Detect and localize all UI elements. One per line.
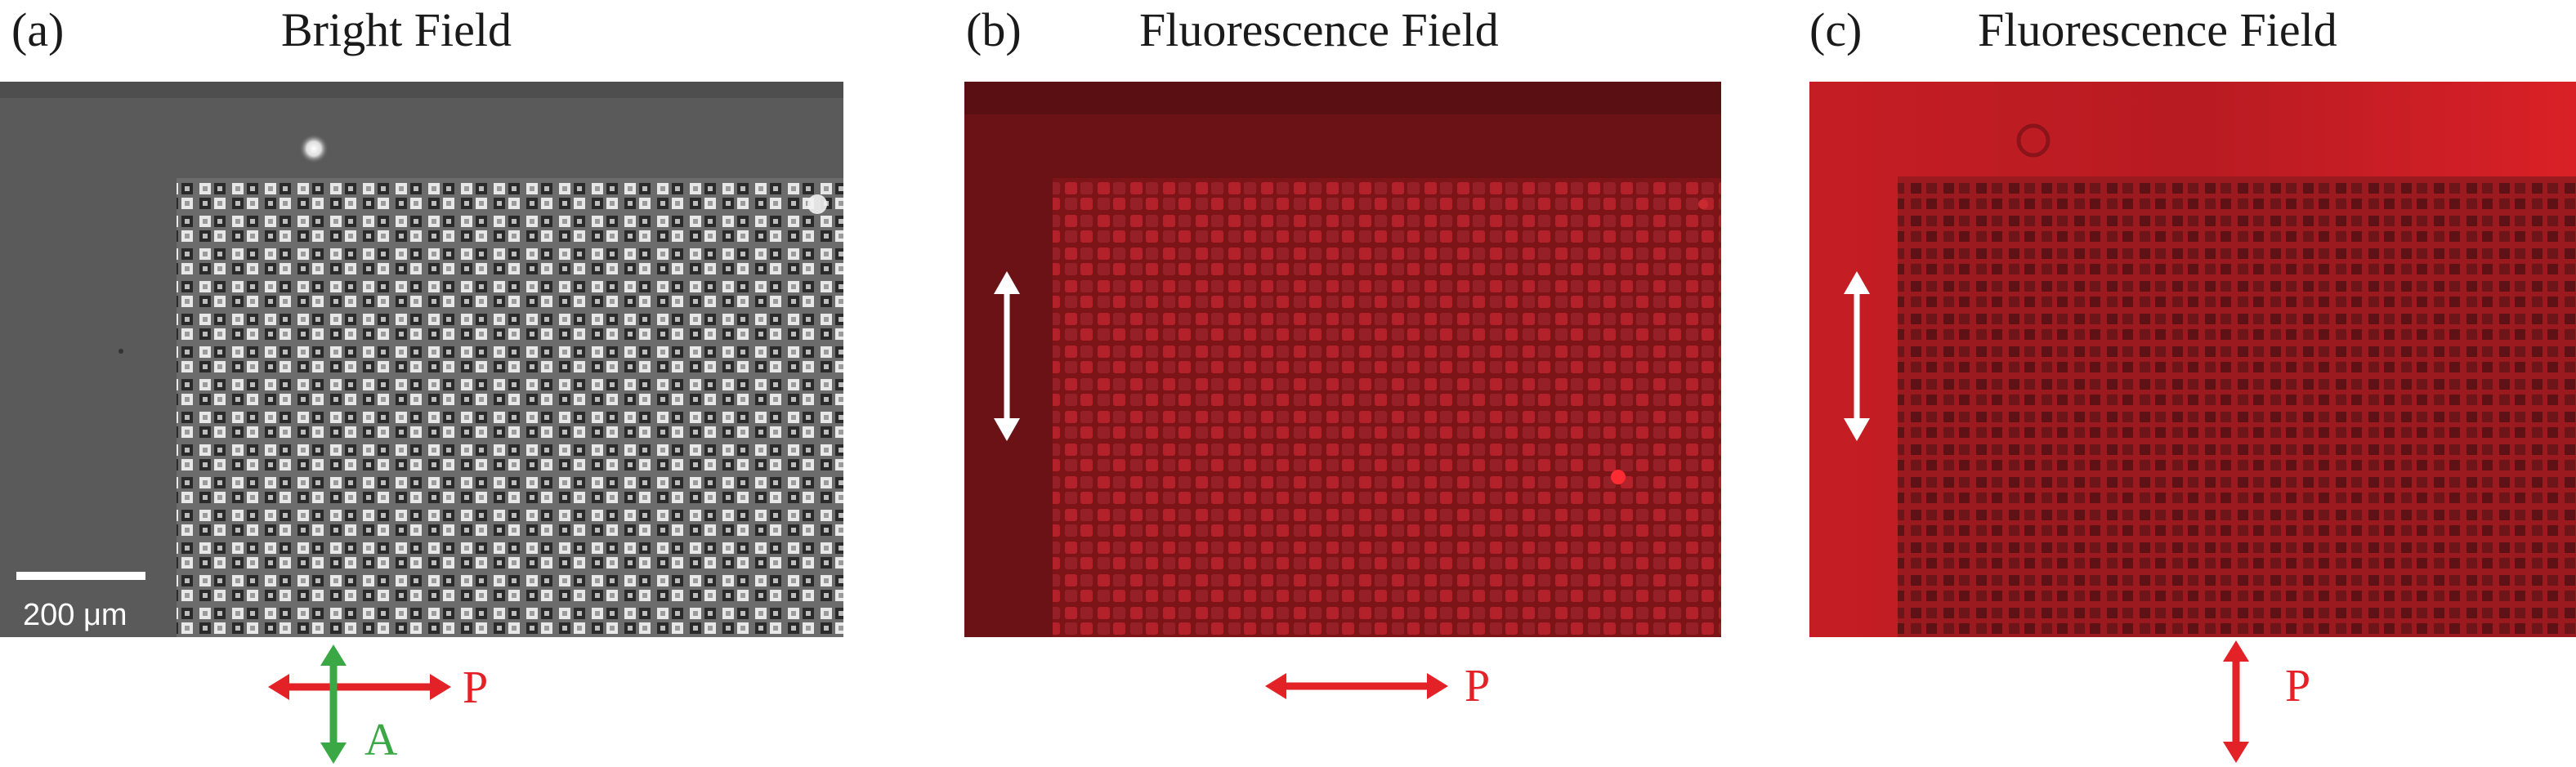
polarizer-arrow-icon <box>1259 662 1455 711</box>
panel-title: Fluorescence Field <box>1978 2 2337 59</box>
polarizer-arrow-icon <box>2212 639 2261 765</box>
polarizer-arrow-icon <box>268 674 451 700</box>
panel-title: Fluorescence Field <box>1139 2 1499 59</box>
scale-bar-label: 200 μm <box>23 598 127 632</box>
analyzer-label: A <box>364 716 397 765</box>
panel-label: (c) <box>1809 2 1862 59</box>
analyzer-arrow-icon <box>320 644 347 764</box>
polarizer-label: P <box>2285 662 2310 711</box>
panel-label: (a) <box>11 2 64 59</box>
scale-bar <box>16 572 145 580</box>
fluorescence-micrograph-c <box>1809 82 2576 637</box>
polarizer-analyzer-arrows <box>262 641 458 767</box>
polarizer-label: P <box>463 663 488 712</box>
fluorescence-micrograph-b <box>964 82 1721 637</box>
panel-title: Bright Field <box>281 2 512 59</box>
polarizer-label: P <box>1465 662 1490 711</box>
panel-label: (b) <box>966 2 1022 59</box>
bright-field-micrograph: 200 μm <box>0 82 843 637</box>
